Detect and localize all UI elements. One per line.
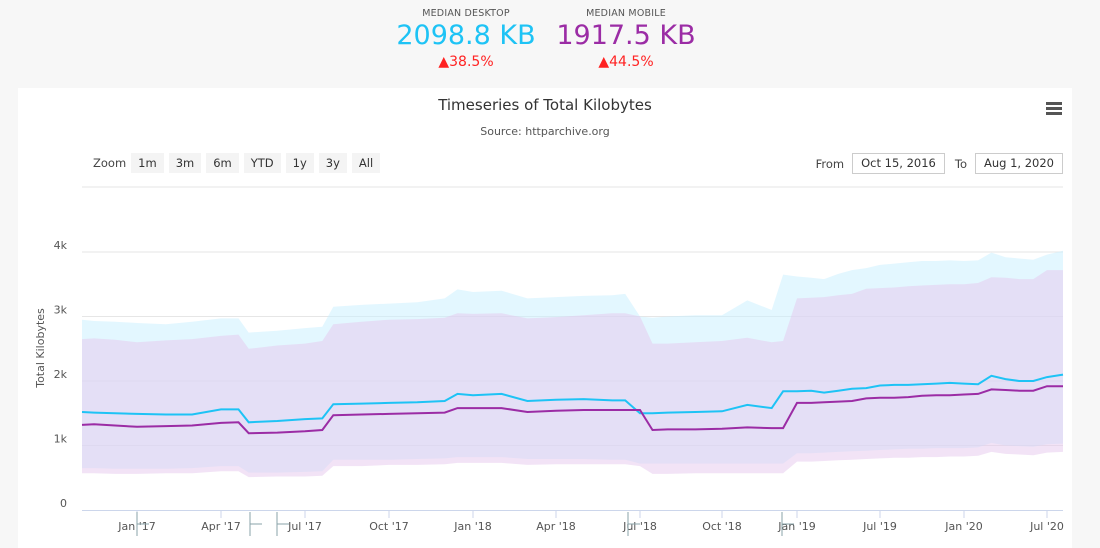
x-tick-label: Jan '19 bbox=[777, 520, 815, 533]
x-tick-label: Jul '20 bbox=[1029, 520, 1064, 533]
hamburger-menu-icon[interactable] bbox=[1046, 102, 1062, 116]
x-tick-label: Oct '18 bbox=[702, 520, 742, 533]
median-mobile-label: MEDIAN MOBILE bbox=[586, 8, 666, 19]
median-desktop-value: 2098.8 KB bbox=[396, 20, 536, 51]
date-range: From Oct 15, 2016 To Aug 1, 2020 bbox=[816, 153, 1063, 174]
median-desktop-stat: MEDIAN DESKTOP 2098.8 KB ▲38.5% bbox=[381, 8, 551, 70]
chart-subtitle: Source: httparchive.org bbox=[480, 125, 610, 138]
x-tick-label: Jan '20 bbox=[944, 520, 982, 533]
x-tick-label: Jul '19 bbox=[862, 520, 897, 533]
mobile-range-band bbox=[82, 270, 1063, 478]
x-tick-label: Jan '18 bbox=[453, 520, 491, 533]
median-mobile-change: ▲44.5% bbox=[598, 54, 654, 70]
x-tick-label: Jul '18 bbox=[622, 520, 657, 533]
x-tick-label: Jul '17 bbox=[287, 520, 322, 533]
zoom-ytd-button[interactable]: YTD bbox=[243, 153, 281, 173]
median-mobile-value: 1917.5 KB bbox=[556, 20, 696, 51]
zoom-3y-button[interactable]: 3y bbox=[318, 153, 347, 173]
y-tick-label: 0 bbox=[60, 497, 67, 510]
event-flag-marker bbox=[276, 512, 289, 536]
zoom-label: Zoom bbox=[93, 156, 127, 170]
median-desktop-change: ▲38.5% bbox=[438, 54, 494, 70]
y-tick-label: 3k bbox=[54, 304, 68, 317]
zoom-6m-button[interactable]: 6m bbox=[206, 153, 239, 173]
median-mobile-stat: MEDIAN MOBILE 1917.5 KB ▲44.5% bbox=[541, 8, 711, 70]
zoom-selector: Zoom 1m 3m 6m YTD 1y 3y All bbox=[93, 153, 385, 173]
chart-title: Timeseries of Total Kilobytes bbox=[438, 96, 652, 114]
median-desktop-label: MEDIAN DESKTOP bbox=[422, 8, 510, 19]
zoom-1m-button[interactable]: 1m bbox=[131, 153, 164, 173]
y-tick-label: 1k bbox=[54, 433, 68, 446]
mobile-median-line bbox=[81, 385, 1064, 435]
y-tick-label: 4k bbox=[54, 239, 68, 252]
x-tick-label: Apr '17 bbox=[201, 520, 241, 533]
to-label: To bbox=[954, 156, 967, 171]
event-flag-marker bbox=[627, 512, 640, 536]
event-flag-marker bbox=[136, 512, 149, 536]
zoom-1y-button[interactable]: 1y bbox=[285, 153, 314, 173]
y-axis-title: Total Kilobytes bbox=[34, 308, 47, 389]
x-tick-label: Apr '18 bbox=[536, 520, 576, 533]
to-date-input[interactable]: Aug 1, 2020 bbox=[974, 153, 1063, 174]
x-tick-label: Oct '17 bbox=[369, 520, 409, 533]
y-tick-label: 2k bbox=[54, 368, 68, 381]
from-date-input[interactable]: Oct 15, 2016 bbox=[852, 153, 945, 174]
zoom-all-button[interactable]: All bbox=[351, 153, 381, 173]
desktop-median-line bbox=[81, 373, 1064, 424]
zoom-3m-button[interactable]: 3m bbox=[168, 153, 202, 173]
from-label: From bbox=[815, 156, 845, 171]
event-flag-marker bbox=[249, 512, 262, 536]
event-flag-marker bbox=[781, 512, 794, 536]
